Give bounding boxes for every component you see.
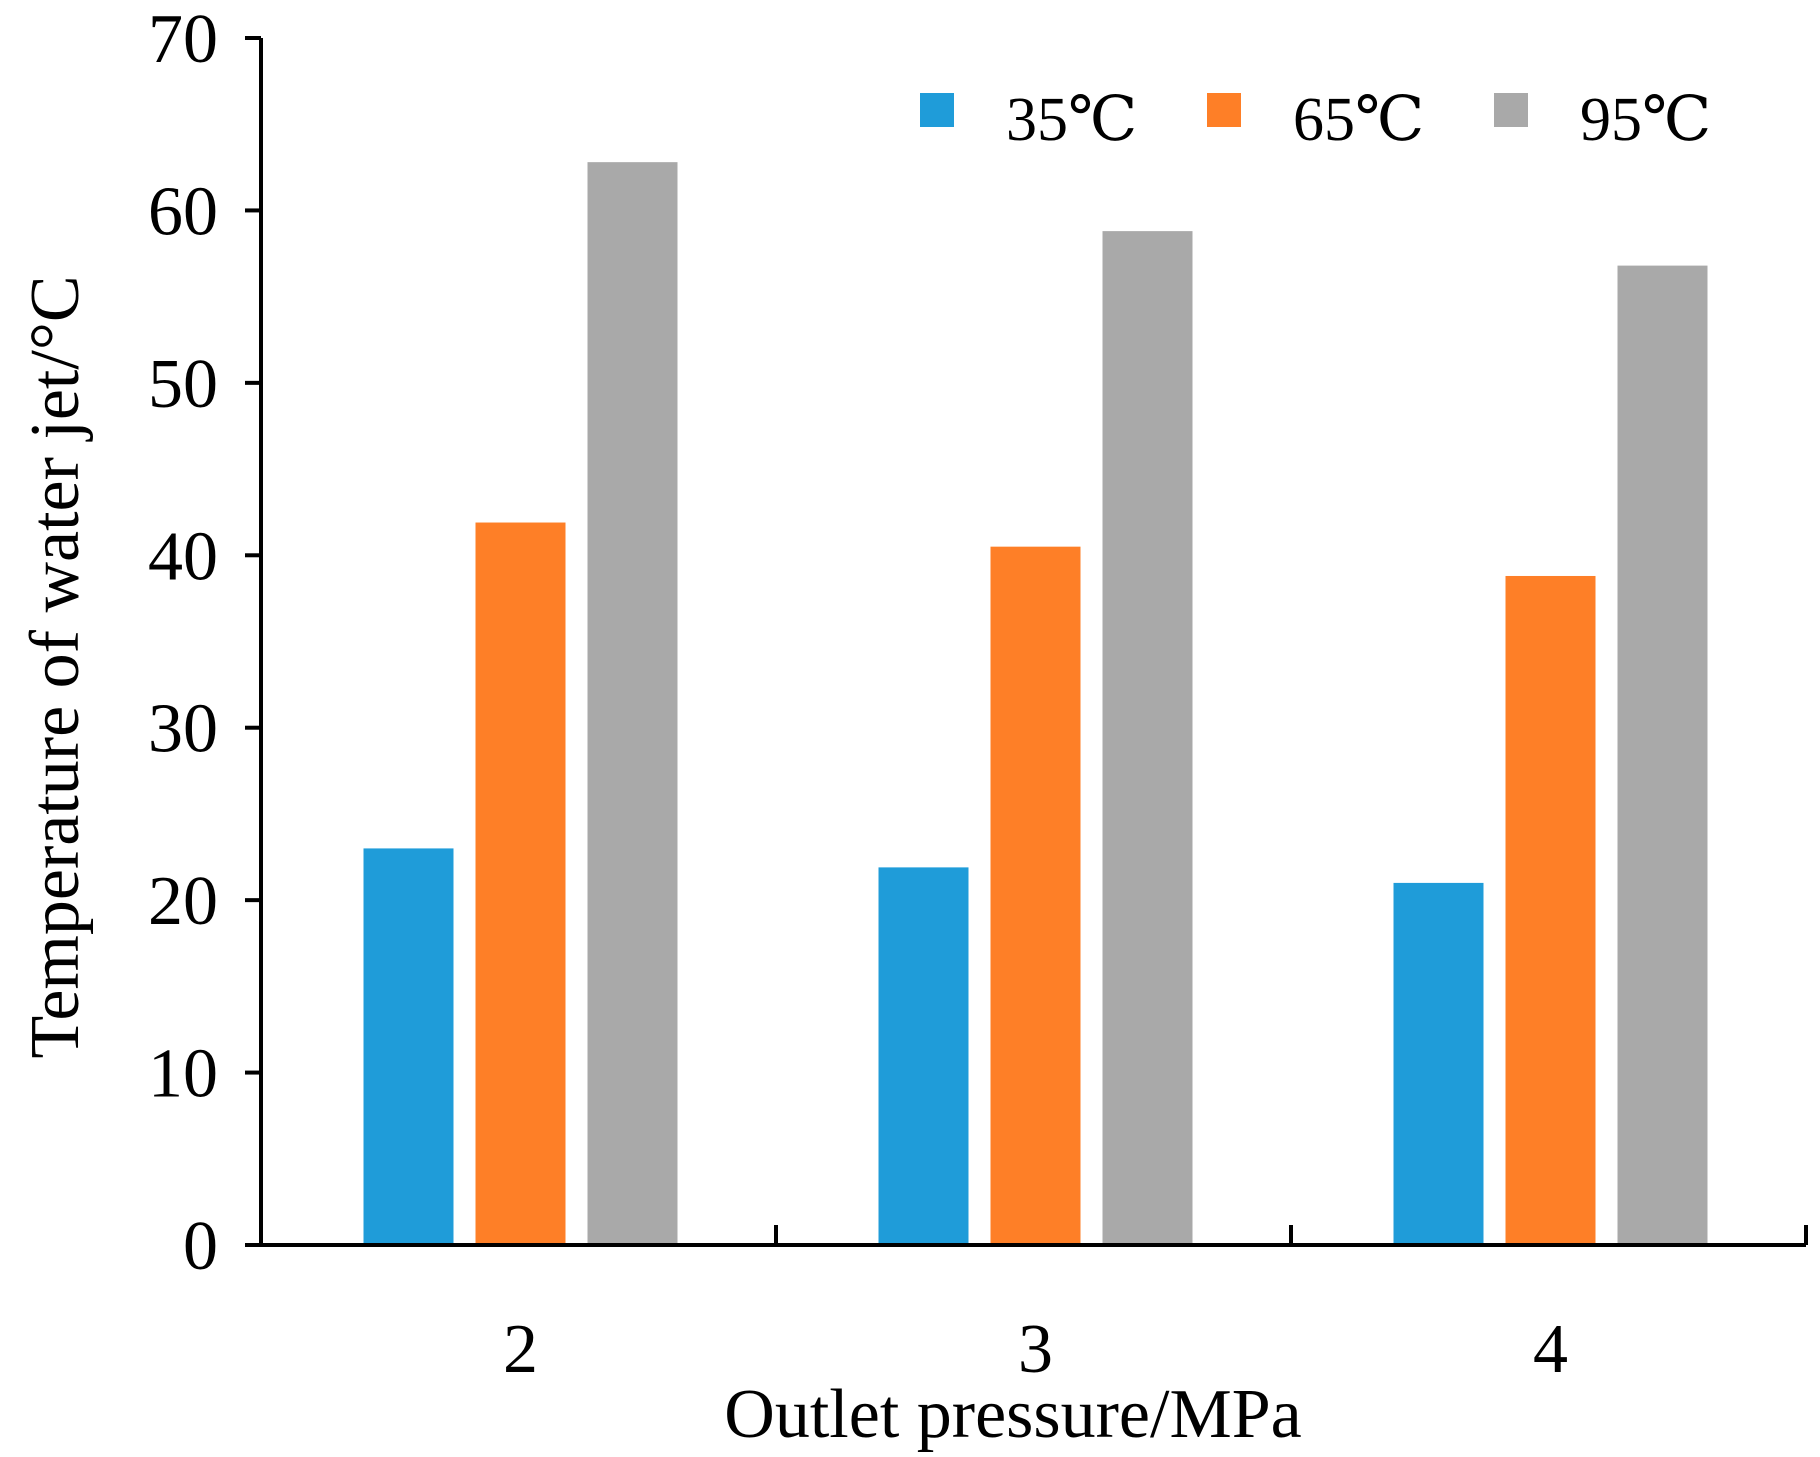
y-axis-label: Temperature of water jet/°C — [17, 275, 94, 1058]
y-tick-label: 20 — [148, 863, 218, 940]
legend-label: 95℃ — [1580, 86, 1711, 154]
y-tick-label: 70 — [148, 1, 218, 78]
x-axis-ticks: 2 3 4 — [503, 1225, 1808, 1388]
bar — [878, 867, 969, 1245]
bar — [1505, 575, 1596, 1245]
legend-swatch — [1494, 93, 1528, 127]
x-tick-label: 4 — [1533, 1311, 1568, 1388]
legend-label: 35℃ — [1006, 86, 1137, 154]
y-axis-ticks: 0 10 20 30 40 50 60 70 — [148, 1, 261, 1285]
y-tick-label: 50 — [148, 346, 218, 423]
bar — [1617, 265, 1708, 1245]
legend-swatch — [1207, 93, 1241, 127]
bar — [475, 522, 566, 1245]
bars — [363, 162, 1708, 1246]
bar — [587, 162, 678, 1246]
plot-area: 0 10 20 30 40 50 60 70 2 3 4 — [148, 1, 1808, 1388]
y-tick-label: 0 — [183, 1208, 218, 1285]
y-tick-label: 40 — [148, 518, 218, 595]
bar — [1102, 231, 1193, 1245]
bar — [990, 546, 1081, 1245]
bar — [1393, 882, 1484, 1245]
y-tick-label: 30 — [148, 691, 218, 768]
legend-swatch — [920, 93, 954, 127]
x-axis-label: Outlet pressure/MPa — [724, 1376, 1301, 1453]
legend: 35℃ 65℃ 95℃ — [920, 86, 1711, 154]
x-tick-label: 2 — [503, 1311, 538, 1388]
x-tick-label: 3 — [1018, 1311, 1053, 1388]
legend-label: 65℃ — [1293, 86, 1424, 154]
y-tick-label: 60 — [148, 173, 218, 250]
y-tick-label: 10 — [148, 1036, 218, 1113]
bar — [363, 848, 454, 1245]
